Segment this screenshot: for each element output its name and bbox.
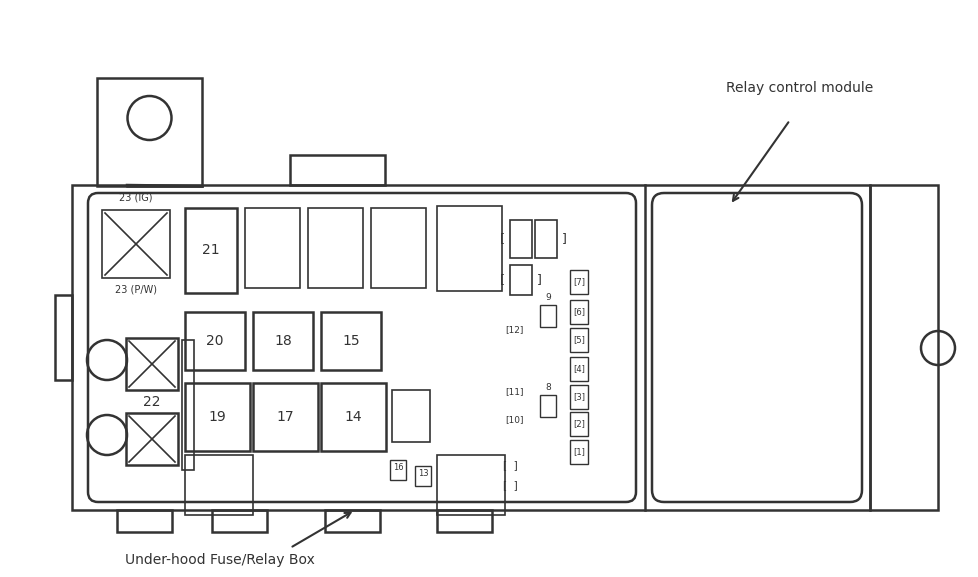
Text: [10]: [10] xyxy=(505,415,523,425)
Text: 19: 19 xyxy=(208,410,226,424)
Text: [: [ xyxy=(500,233,505,245)
Bar xyxy=(252,383,318,451)
Text: ]: ] xyxy=(537,273,541,287)
Bar xyxy=(117,510,172,532)
Bar xyxy=(510,220,531,258)
Bar xyxy=(308,208,363,288)
Text: [1]: [1] xyxy=(572,448,584,456)
Bar xyxy=(436,206,502,291)
Text: 22: 22 xyxy=(143,395,160,409)
Bar xyxy=(185,383,249,451)
Bar xyxy=(436,455,505,515)
Text: [5]: [5] xyxy=(572,335,584,344)
Bar xyxy=(569,270,588,294)
Bar xyxy=(55,295,72,380)
Text: [2]: [2] xyxy=(572,419,584,429)
Bar xyxy=(569,440,588,464)
Bar xyxy=(391,390,429,442)
Text: [7]: [7] xyxy=(572,278,585,287)
Bar xyxy=(325,510,379,532)
Bar xyxy=(185,455,252,515)
Text: [11]: [11] xyxy=(505,388,523,396)
Bar xyxy=(415,466,430,486)
Bar xyxy=(252,312,313,370)
Text: 23 (P/W): 23 (P/W) xyxy=(114,285,156,295)
Text: 17: 17 xyxy=(276,410,293,424)
Text: [3]: [3] xyxy=(572,392,585,402)
Text: Relay control module: Relay control module xyxy=(726,81,872,95)
Bar xyxy=(185,312,244,370)
Bar xyxy=(534,220,556,258)
Bar xyxy=(126,413,178,465)
Bar xyxy=(97,78,201,186)
Bar xyxy=(540,395,556,417)
Text: 9: 9 xyxy=(545,294,551,302)
Bar xyxy=(869,185,937,510)
Bar xyxy=(510,265,531,295)
Bar xyxy=(321,312,380,370)
Bar xyxy=(540,305,556,327)
Bar xyxy=(182,340,194,470)
Text: 8: 8 xyxy=(545,384,551,392)
Text: 13: 13 xyxy=(418,470,427,478)
Bar xyxy=(244,208,299,288)
Bar xyxy=(569,328,588,352)
Bar xyxy=(569,385,588,409)
Bar xyxy=(321,383,385,451)
Text: [6]: [6] xyxy=(572,308,585,317)
Text: [  ]: [ ] xyxy=(502,460,516,470)
Bar xyxy=(371,208,425,288)
Bar xyxy=(212,510,267,532)
Text: Under-hood Fuse/Relay Box: Under-hood Fuse/Relay Box xyxy=(125,553,315,567)
Bar xyxy=(185,208,237,293)
Bar xyxy=(569,300,588,324)
Text: ]: ] xyxy=(561,233,566,245)
Text: [12]: [12] xyxy=(505,325,523,335)
Text: 15: 15 xyxy=(342,334,360,348)
Bar xyxy=(569,357,588,381)
Text: [4]: [4] xyxy=(572,365,584,373)
Bar xyxy=(569,412,588,436)
Bar xyxy=(102,210,170,278)
Text: 20: 20 xyxy=(206,334,224,348)
Text: 21: 21 xyxy=(202,243,220,257)
Bar xyxy=(289,155,384,185)
Bar xyxy=(72,185,869,510)
Text: 18: 18 xyxy=(274,334,291,348)
Text: [  ]: [ ] xyxy=(502,480,516,490)
Bar xyxy=(126,338,178,390)
Text: 23 (IG): 23 (IG) xyxy=(119,193,153,203)
Text: 16: 16 xyxy=(392,463,403,473)
Bar xyxy=(389,460,406,480)
Bar xyxy=(436,510,492,532)
Text: 14: 14 xyxy=(344,410,362,424)
Text: [: [ xyxy=(500,273,505,287)
